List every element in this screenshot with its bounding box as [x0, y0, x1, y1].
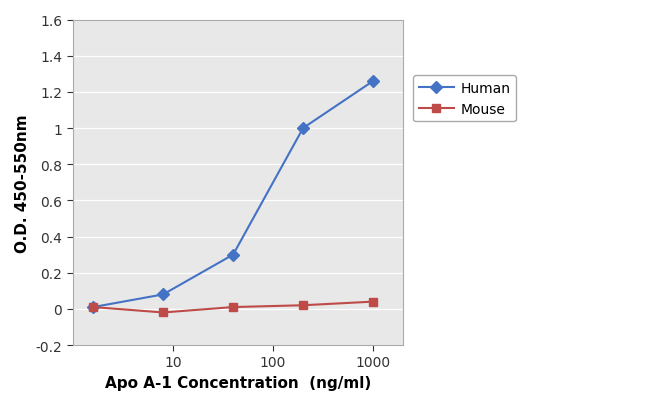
- Human: [299, 126, 307, 131]
- Mouse: [159, 310, 167, 315]
- Legend: Human, Mouse: Human, Mouse: [413, 76, 516, 122]
- Mouse: [299, 303, 307, 308]
- Human: [159, 292, 167, 297]
- Line: Human: Human: [89, 78, 377, 311]
- Human: [89, 305, 97, 310]
- Mouse: [229, 305, 237, 310]
- X-axis label: Apo A-1 Concentration  (ng/ml): Apo A-1 Concentration (ng/ml): [105, 375, 371, 390]
- Human: [369, 79, 377, 84]
- Mouse: [89, 305, 97, 310]
- Y-axis label: O.D. 450-550nm: O.D. 450-550nm: [15, 114, 30, 252]
- Line: Mouse: Mouse: [89, 298, 377, 317]
- Human: [229, 253, 237, 258]
- Mouse: [369, 299, 377, 304]
